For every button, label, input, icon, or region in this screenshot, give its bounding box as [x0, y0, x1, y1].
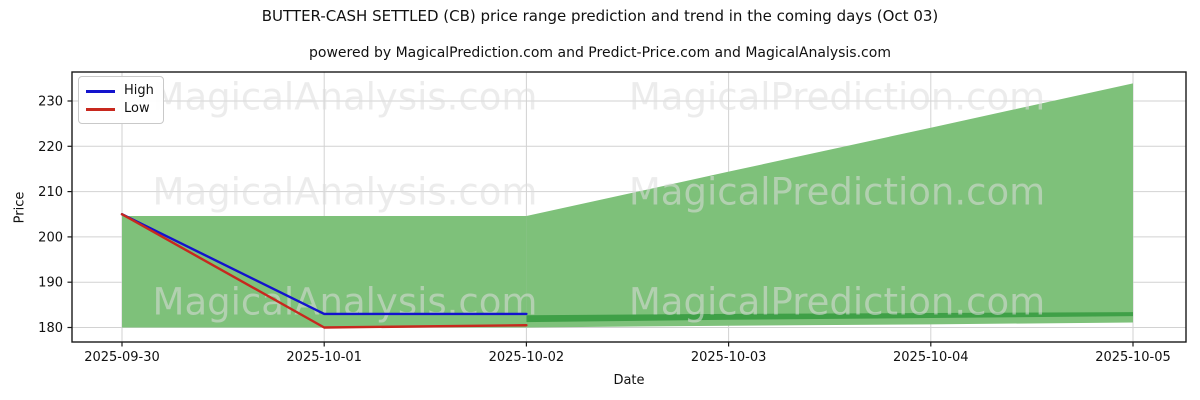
- watermark-text: MagicalPrediction.com: [629, 281, 1045, 324]
- historical-range-band: [122, 216, 527, 328]
- forecast-range-band: [526, 83, 1133, 328]
- legend-label-high: High: [124, 83, 154, 98]
- low-line-swatch: [86, 107, 115, 111]
- x-tick-label: 2025-10-04: [893, 350, 969, 365]
- watermark-text: MagicalAnalysis.com: [153, 76, 538, 119]
- high-line: [120, 213, 528, 316]
- legend: High Low: [78, 76, 164, 124]
- y-tick-label: 180: [38, 321, 63, 336]
- x-tick-label: 2025-10-01: [286, 350, 362, 365]
- chart-subtitle: powered by MagicalPrediction.com and Pre…: [309, 45, 891, 61]
- watermark-text: MagicalPrediction.com: [629, 171, 1045, 214]
- x-tick-label: 2025-10-05: [1095, 350, 1171, 365]
- watermark-text: MagicalAnalysis.com: [153, 281, 538, 324]
- y-tick-label: 220: [38, 140, 63, 155]
- watermark-text: MagicalAnalysis.com: [153, 171, 538, 214]
- x-tick-label: 2025-10-03: [691, 350, 767, 365]
- legend-entry-low: Low: [86, 100, 163, 118]
- x-tick-label: 2025-09-30: [84, 350, 160, 365]
- watermark-text: MagicalPrediction.com: [629, 76, 1045, 119]
- y-tick-label: 200: [38, 230, 63, 245]
- y-axis-label: Price: [12, 191, 28, 224]
- forecast-inner-range-band: [526, 312, 1133, 323]
- low-line: [120, 213, 528, 329]
- x-tick-label: 2025-10-02: [489, 350, 565, 365]
- chart-title: BUTTER-CASH SETTLED (CB) price range pre…: [261, 7, 939, 25]
- x-axis-label: Date: [613, 373, 645, 388]
- legend-label-low: Low: [124, 101, 150, 116]
- y-tick-label: 210: [38, 185, 63, 200]
- axes-frame: [71, 71, 1187, 343]
- y-tick-label: 230: [38, 94, 63, 109]
- y-tick-label: 190: [38, 276, 63, 291]
- high-line-swatch: [86, 89, 115, 93]
- legend-entry-high: High: [86, 82, 163, 100]
